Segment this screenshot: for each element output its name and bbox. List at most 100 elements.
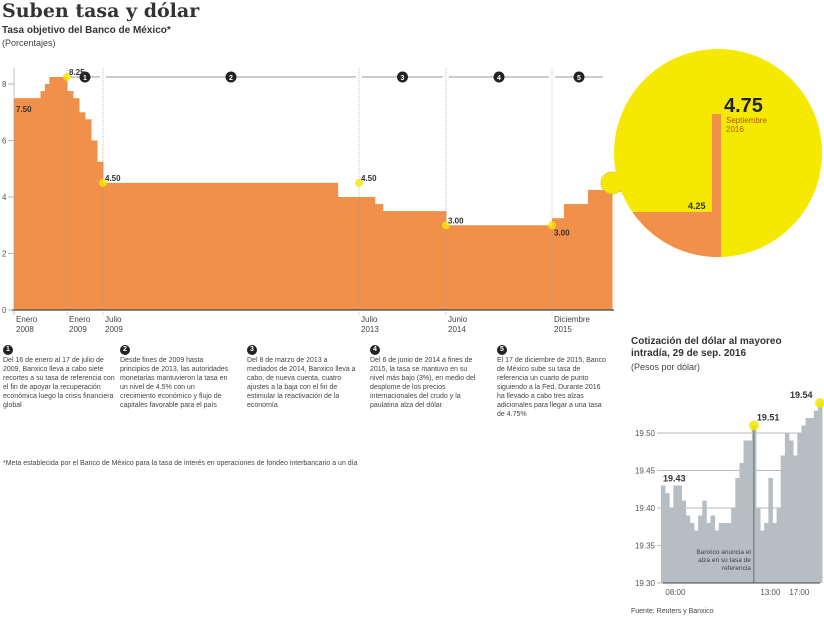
price-bar bbox=[817, 403, 823, 583]
source: Fuente: Reuters y Banxico bbox=[631, 608, 714, 615]
price-bar bbox=[801, 425, 806, 583]
period-number-badge bbox=[573, 71, 585, 83]
price-bar bbox=[789, 440, 794, 583]
price-bar bbox=[714, 530, 720, 583]
event-label: referencia bbox=[722, 565, 751, 572]
note-5: 5 El 17 de diciembre de 2015, Banco de Mé… bbox=[497, 345, 609, 419]
highlight-dot bbox=[442, 221, 450, 230]
y-tick-label: 2 bbox=[2, 250, 7, 259]
data-label: 8.25 bbox=[69, 68, 85, 77]
price-bar bbox=[760, 530, 765, 583]
zoom-bar-current bbox=[712, 114, 721, 257]
footnote: *Meta establecida por el Banco de México… bbox=[3, 460, 358, 467]
price-bar bbox=[735, 478, 740, 583]
price-bar bbox=[718, 523, 724, 583]
zoom-bar-prev bbox=[614, 212, 712, 257]
price-bar bbox=[727, 523, 732, 583]
x-tick-label: 2008 bbox=[16, 325, 34, 334]
rate-step-bar bbox=[85, 119, 92, 310]
x-tick-label: 2014 bbox=[448, 325, 466, 334]
note-number: 2 bbox=[120, 345, 130, 355]
rate-step-bar bbox=[382, 211, 447, 310]
price-bar bbox=[813, 410, 819, 583]
note-text: Del 6 de junio de 2014 a fines de 2015, … bbox=[370, 357, 476, 409]
zoom-date-label: Septiembre bbox=[726, 116, 767, 125]
event-label: alza en su tasa de bbox=[698, 557, 751, 564]
y-tick-label: 19.35 bbox=[635, 542, 656, 551]
x-tick-label: 13:00 bbox=[760, 588, 781, 597]
note-number: 5 bbox=[497, 345, 507, 355]
period-number: 1 bbox=[83, 75, 87, 82]
rate-step-bar bbox=[552, 218, 565, 310]
price-bar bbox=[681, 500, 687, 583]
price-bar bbox=[706, 523, 711, 583]
price-bar bbox=[780, 455, 786, 583]
price-bar bbox=[768, 478, 773, 583]
x-tick-label: 2015 bbox=[554, 325, 572, 334]
note-1: 1 Del 16 de enero al 17 de julio de 2009,… bbox=[3, 345, 115, 410]
highlight-dot bbox=[355, 178, 363, 187]
price-bar bbox=[698, 515, 703, 583]
rate-step-bar bbox=[49, 76, 68, 310]
highlight-dot bbox=[548, 221, 556, 230]
highlight-dot bbox=[815, 398, 824, 408]
y-tick-label: 19.30 bbox=[635, 579, 656, 588]
event-label: Banxico anuncia el bbox=[696, 549, 751, 556]
y-tick-label: 8 bbox=[2, 80, 7, 89]
page-title: Suben tasa y dólar bbox=[2, 0, 200, 22]
period-number-badge bbox=[79, 71, 91, 83]
price-bar bbox=[660, 485, 666, 583]
note-2: 2 Desde fines de 2009 hasta principios de… bbox=[120, 345, 232, 410]
price-bar bbox=[689, 523, 695, 583]
price-bar bbox=[797, 433, 802, 583]
x-tick-label: Junio bbox=[448, 315, 468, 324]
data-label: 19.51 bbox=[757, 413, 780, 423]
x-tick-label: 17:00 bbox=[789, 588, 810, 597]
rate-step-bar bbox=[79, 112, 86, 310]
data-label: 3.00 bbox=[448, 216, 464, 225]
zoom-value-label: 4.75 bbox=[724, 95, 763, 117]
note-number: 1 bbox=[3, 345, 13, 355]
note-text: Del 16 de enero al 17 de julio de 2009, … bbox=[3, 357, 115, 409]
x-tick-label: Julio bbox=[105, 315, 122, 324]
dollar-chart-unit: (Pesos por dólar) bbox=[631, 362, 701, 372]
rate-step-bar bbox=[337, 197, 376, 310]
rate-step-bar bbox=[14, 98, 41, 310]
price-bar bbox=[776, 508, 782, 583]
highlight-dot bbox=[63, 72, 71, 81]
y-tick-label: 19.40 bbox=[635, 504, 656, 513]
zoom-prev-label: 4.25 bbox=[688, 201, 706, 211]
rate-step-bar bbox=[73, 98, 80, 310]
price-bar bbox=[784, 433, 790, 583]
price-bar bbox=[739, 463, 744, 583]
price-bar bbox=[665, 493, 670, 583]
price-bar bbox=[772, 523, 778, 583]
data-label: 3.00 bbox=[554, 228, 570, 237]
price-bar bbox=[702, 500, 707, 583]
y-tick-label: 6 bbox=[2, 137, 7, 146]
x-tick-label: 2013 bbox=[361, 325, 379, 334]
data-label: 19.54 bbox=[790, 390, 813, 400]
highlight-dot bbox=[99, 178, 107, 187]
data-label: 4.50 bbox=[361, 174, 377, 183]
period-number-badge bbox=[397, 71, 408, 83]
price-bar bbox=[731, 508, 736, 583]
price-bar bbox=[805, 418, 811, 583]
rate-step-bar bbox=[564, 204, 589, 310]
rate-step-bar bbox=[103, 182, 339, 310]
dollar-chart-title: Cotización del dólar al mayoreo intradía… bbox=[631, 336, 782, 359]
x-tick-label: Enero bbox=[16, 315, 38, 324]
note-text: Desde fines de 2009 hasta principios de … bbox=[120, 357, 229, 409]
highlight-dot bbox=[748, 420, 759, 431]
price-bar bbox=[669, 508, 674, 583]
y-tick-label: 0 bbox=[2, 306, 7, 315]
price-bar bbox=[793, 455, 798, 583]
rate-step-bar bbox=[374, 204, 384, 310]
data-label: 19.43 bbox=[663, 474, 686, 484]
rate-step-bar bbox=[606, 175, 613, 310]
x-tick-label: 08:00 bbox=[665, 588, 686, 597]
price-bar bbox=[809, 418, 815, 583]
dollar-chart: 19.30 19.35 19.40 19.45 19.50 08:00 13:00 17:00… bbox=[635, 390, 824, 597]
price-bar bbox=[755, 508, 761, 583]
